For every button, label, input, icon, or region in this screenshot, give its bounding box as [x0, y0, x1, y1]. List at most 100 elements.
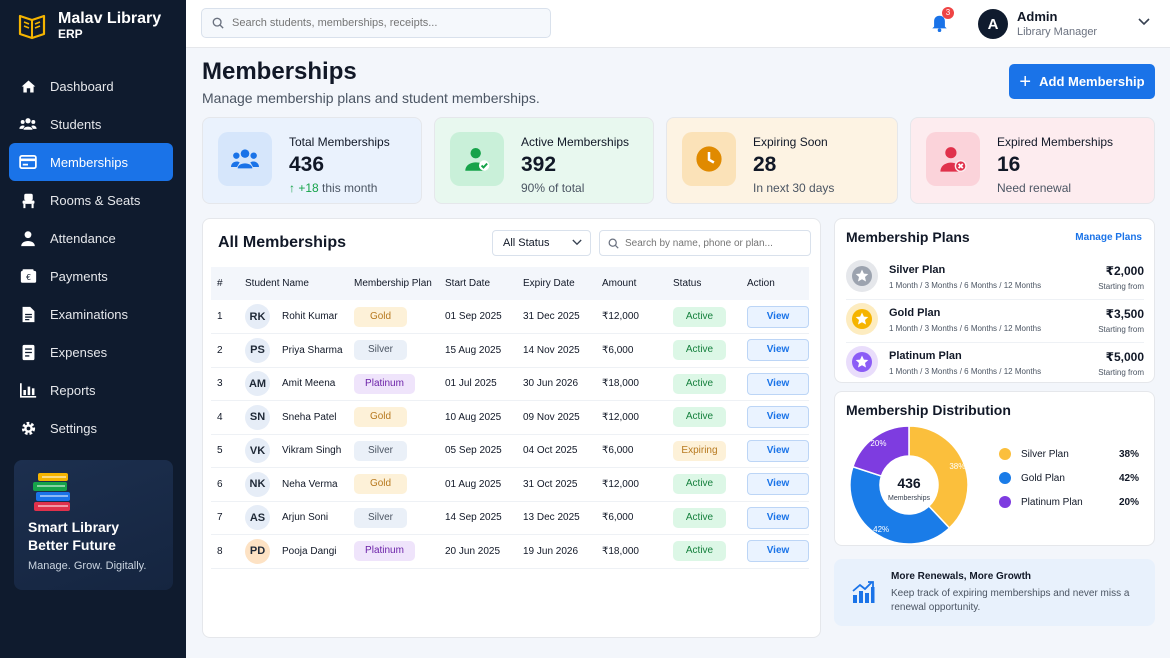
global-search-input[interactable] — [232, 17, 532, 29]
row-number: 5 — [217, 445, 223, 457]
distribution-donut-chart: 38% 42% 20% 436 Memberships — [849, 426, 969, 544]
sidebar: Malav Library ERP Dashboard Students Mem… — [0, 0, 186, 658]
notification-badge: 3 — [942, 7, 954, 19]
view-button[interactable]: View — [747, 305, 809, 328]
column-header: Expiry Date — [523, 278, 575, 289]
star-badge-icon — [846, 303, 878, 335]
legend-percent: 42% — [1118, 472, 1139, 484]
view-button[interactable]: View — [747, 540, 809, 563]
amount: ₹6,000 — [602, 344, 634, 356]
sidebar-item-attendance[interactable]: Attendance — [9, 219, 173, 257]
column-header: Membership Plan — [354, 278, 432, 289]
table-row: 4 SN Sneha Patel Gold 10 Aug 2025 09 Nov 2025… — [211, 401, 809, 435]
sidebar-item-memberships[interactable]: Memberships — [9, 143, 173, 181]
receipt-icon — [19, 343, 37, 361]
stat-active-memberships: Active Memberships 392 90% of total — [434, 117, 654, 204]
user-icon — [19, 229, 37, 247]
sidebar-item-expenses[interactable]: Expenses — [9, 333, 173, 371]
student-initials: RK — [245, 304, 270, 329]
view-button[interactable]: View — [747, 339, 809, 362]
student-initials: AM — [245, 371, 270, 397]
student-name: Sneha Patel — [282, 411, 337, 423]
plan-cell: Gold — [348, 300, 439, 334]
student-name: Rohit Kumar — [282, 311, 338, 323]
wallet-icon: € — [19, 267, 37, 285]
chevron-down-icon[interactable] — [1138, 18, 1150, 26]
student-cell: AS Arjun Soni — [239, 501, 348, 535]
table-search[interactable] — [599, 230, 811, 256]
global-search[interactable] — [201, 8, 551, 38]
clock-icon — [696, 146, 722, 172]
student-initials: SN — [245, 404, 270, 430]
start-date: 01 Jul 2025 — [445, 378, 497, 390]
chair-icon — [19, 191, 37, 209]
gear-icon — [19, 419, 37, 437]
view-button[interactable]: View — [747, 439, 809, 462]
table-row: 1 RK Rohit Kumar Gold 01 Sep 2025 31 Dec 2025… — [211, 300, 809, 334]
sidebar-item-students[interactable]: Students — [9, 105, 173, 143]
action-cell: View — [741, 434, 809, 468]
brand[interactable]: Malav Library ERP — [0, 0, 186, 50]
status-filter-select[interactable]: All Status — [492, 230, 591, 256]
plan-cell: Silver — [348, 501, 439, 535]
sidebar-item-label: Examinations — [50, 306, 129, 322]
stat-label: Expiring Soon — [753, 135, 828, 149]
table-search-input[interactable] — [625, 237, 805, 249]
sidebar-item-rooms-seats[interactable]: Rooms & Seats — [9, 181, 173, 219]
distribution-title: Membership Distribution — [846, 402, 1011, 418]
status-badge: Active — [673, 407, 726, 428]
view-button[interactable]: View — [747, 372, 809, 395]
amount: ₹6,000 — [602, 512, 634, 524]
plans-title: Membership Plans — [846, 229, 970, 245]
sidebar-nav: Dashboard Students Memberships Rooms & S… — [0, 67, 186, 447]
brand-name: Malav Library — [58, 9, 162, 27]
start-date: 01 Aug 2025 — [445, 478, 502, 490]
legend-label: Silver Plan — [1021, 448, 1069, 460]
plan-badge: Silver — [354, 507, 407, 528]
memberships-table: # Student Name Membership Plan Start Date Ex… — [211, 267, 809, 569]
stat-note: In next 30 days — [753, 181, 835, 195]
notification-button[interactable]: 3 — [931, 7, 954, 37]
plan-cell: Gold — [348, 401, 439, 435]
add-membership-button[interactable]: + Add Membership — [1009, 64, 1155, 99]
row-number: 8 — [217, 545, 223, 557]
sidebar-item-label: Memberships — [50, 154, 129, 170]
amount: ₹12,000 — [602, 411, 639, 423]
sidebar-item-dashboard[interactable]: Dashboard — [9, 67, 173, 105]
avatar[interactable]: A — [978, 9, 1008, 39]
stat-expiring-soon: Expiring Soon 28 In next 30 days — [666, 117, 898, 204]
plan-price: ₹3,500 — [1105, 307, 1144, 321]
expiry-date: 14 Nov 2025 — [523, 344, 580, 356]
plan-cell: Gold — [348, 468, 439, 502]
growth-chart-icon — [852, 581, 875, 603]
sidebar-item-label: Reports — [50, 382, 96, 398]
student-cell: PS Priya Sharma — [239, 334, 348, 368]
view-button[interactable]: View — [747, 473, 809, 496]
column-header: Start Date — [445, 278, 491, 289]
sidebar-item-reports[interactable]: Reports — [9, 371, 173, 409]
star-badge-icon — [846, 346, 878, 378]
view-button[interactable]: View — [747, 506, 809, 529]
manage-plans-link[interactable]: Manage Plans — [1075, 232, 1142, 243]
legend-percent: 20% — [1118, 496, 1139, 508]
plan-row[interactable]: Platinum Plan 1 Month / 3 Months / 6 Mont… — [846, 343, 1144, 386]
view-button[interactable]: View — [747, 406, 809, 429]
column-header: Action — [747, 278, 775, 289]
amount: ₹12,000 — [602, 311, 639, 322]
chevron-down-icon — [572, 239, 582, 246]
sidebar-item-examinations[interactable]: Examinations — [9, 295, 173, 333]
row-number: 1 — [217, 311, 223, 322]
student-initials: PD — [245, 538, 270, 564]
books-icon — [33, 473, 70, 511]
plan-row[interactable]: Gold Plan 1 Month / 3 Months / 6 Months /… — [846, 300, 1144, 343]
action-cell: View — [741, 401, 809, 435]
promo-card: Smart Library Better Future Manage. Grow… — [14, 460, 173, 590]
sidebar-item-settings[interactable]: Settings — [9, 409, 173, 447]
amount: ₹18,000 — [602, 545, 639, 557]
sidebar-item-payments[interactable]: € Payments — [9, 257, 173, 295]
users-icon — [19, 115, 37, 133]
legend-label: Gold Plan — [1021, 472, 1065, 484]
plan-badge: Silver — [354, 440, 407, 461]
table-row: 7 AS Arjun Soni Silver 14 Sep 2025 13 Dec 202… — [211, 501, 809, 535]
plan-row[interactable]: Silver Plan 1 Month / 3 Months / 6 Months… — [846, 257, 1144, 300]
